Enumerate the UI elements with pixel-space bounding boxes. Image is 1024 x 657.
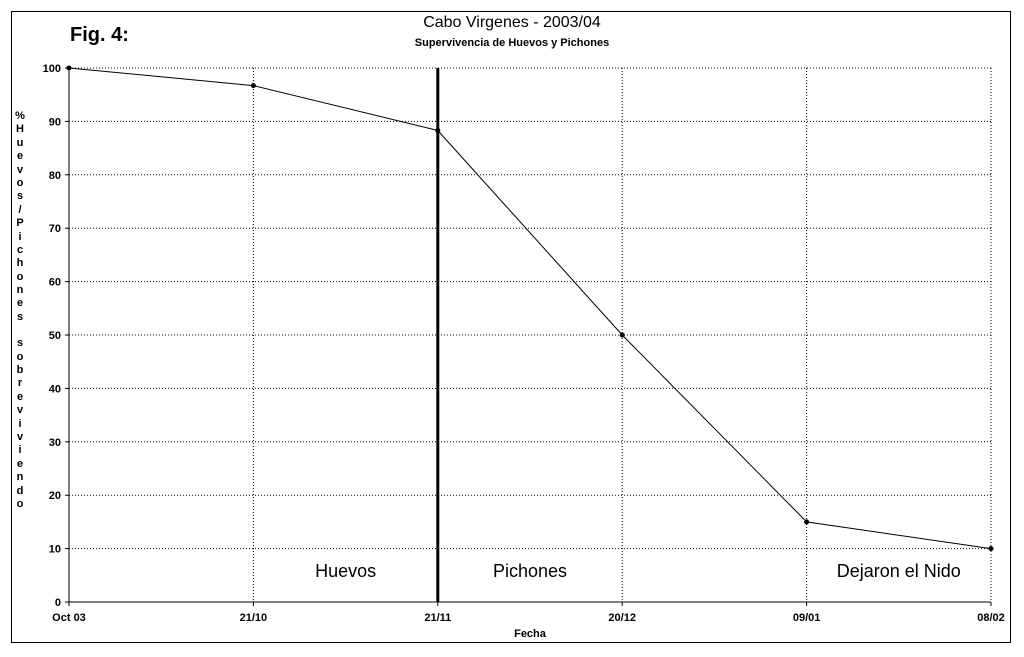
data-point	[66, 65, 72, 71]
series-line	[68, 67, 992, 550]
y-tick-label: 10	[49, 544, 61, 556]
data-point	[619, 332, 625, 338]
data-point	[435, 127, 441, 133]
data-point	[250, 83, 256, 89]
data-point	[988, 546, 994, 552]
x-axis-label: Fecha	[514, 628, 547, 640]
y-tick-label: 90	[49, 116, 61, 128]
x-tick-label: 21/11	[424, 612, 451, 624]
region-label: Dejaron el Nido	[837, 561, 961, 581]
x-ticks: Oct 03 21/10 21/11 20/12 09/01 08/02	[52, 602, 1005, 624]
y-tick-label: 100	[43, 63, 61, 75]
y-tick-label: 30	[49, 437, 61, 449]
grid	[69, 67, 992, 602]
data-point	[804, 519, 810, 525]
series-layer	[66, 65, 994, 552]
chart-subtitle: Supervivencia de Huevos y Pichones	[414, 37, 610, 49]
annotations-layer: Huevos Pichones Dejaron el Nido	[315, 561, 961, 581]
region-label: Huevos	[315, 561, 376, 581]
x-tick-label: 08/02	[977, 612, 1005, 624]
y-tick-label: 20	[49, 490, 61, 502]
y-tick-label: 70	[49, 223, 61, 235]
y-tick-label: 80	[49, 170, 61, 182]
y-tick-label: 50	[49, 330, 61, 342]
y-tick-label: 0	[55, 597, 61, 609]
y-ticks: 0 10 20 30 40 50 60 70 80 90 100	[43, 63, 69, 609]
x-tick-label: Oct 03	[52, 612, 86, 624]
chart-frame	[11, 11, 1011, 643]
figure-label: Fig. 4:	[70, 24, 129, 46]
chart-title: Cabo Virgenes - 2003/04	[423, 14, 601, 31]
x-tick-label: 21/10	[240, 612, 268, 624]
x-tick-label: 20/12	[608, 612, 636, 624]
x-tick-label: 09/01	[793, 612, 821, 624]
y-tick-label: 60	[49, 277, 61, 289]
y-tick-label: 40	[49, 383, 61, 395]
region-label: Pichones	[493, 561, 567, 581]
